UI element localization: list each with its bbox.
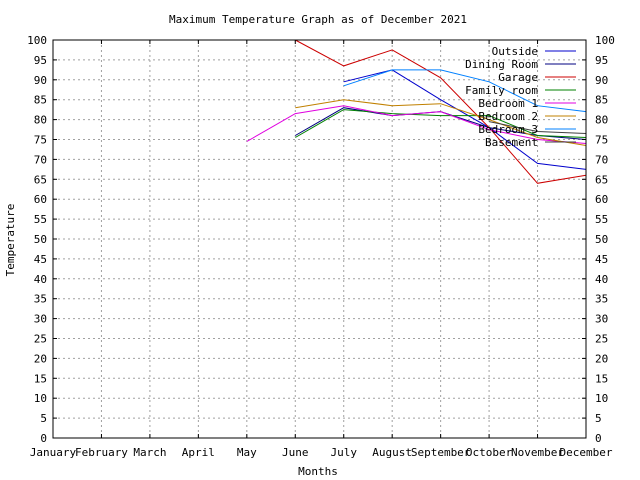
y-axis-label: Temperature [4,204,17,277]
legend-label-dining-room: Dining Room [465,58,538,71]
x-tick-label: June [282,446,309,459]
legend-label-garage: Garage [498,71,538,84]
grid-layer [53,40,586,438]
y-tick-label: 90 [34,74,47,87]
y-tick-label: 50 [34,233,47,246]
y-tick-label-right: 25 [595,333,608,346]
y-tick-label: 40 [34,273,47,286]
y-tick-label: 35 [34,293,47,306]
x-tick-label: May [237,446,257,459]
series-line-bedroom-3 [343,69,587,113]
y-tick-label: 65 [34,173,47,186]
y-tick-label: 15 [34,372,47,385]
series-line-bedroom-1 [246,105,587,144]
x-tick-label: December [560,446,613,459]
legend-label-bedroom-2: Bedroom 2 [478,110,538,123]
series-line-family-room [295,109,587,138]
series-line-bedroom-2 [295,99,587,146]
x-tick-label: February [75,446,128,459]
y-tick-label-right: 70 [595,153,608,166]
legend-label-outside: Outside [492,45,538,58]
y-tick-label-right: 90 [595,74,608,87]
legend-label-basement: Basement [485,136,538,149]
y-tick-label: 30 [34,313,47,326]
legend-label-family-room: Family room [465,84,538,97]
y-tick-label: 75 [34,134,47,147]
y-tick-label: 5 [40,412,47,425]
y-tick-label-right: 10 [595,392,608,405]
y-tick-label: 25 [34,333,47,346]
y-tick-label-right: 20 [595,352,608,365]
x-axis-label: Months [298,465,338,478]
y-tick-label-right: 35 [595,293,608,306]
y-tick-label-right: 80 [595,114,608,127]
y-tick-label-right: 60 [595,193,608,206]
y-tick-label-right: 75 [595,134,608,147]
x-tick-label: April [182,446,215,459]
y-tick-label: 80 [34,114,47,127]
y-tick-label-right: 65 [595,173,608,186]
y-tick-label: 10 [34,392,47,405]
y-tick-label-right: 95 [595,54,608,67]
x-tick-label: March [133,446,166,459]
y-tick-label-right: 55 [595,213,608,226]
chart-title: Maximum Temperature Graph as of December… [169,13,467,26]
y-tick-label-right: 50 [595,233,608,246]
series-layer [246,39,587,184]
x-tick-label: October [466,446,513,459]
legend-label-bedroom-1: Bedroom 1 [478,97,538,110]
y-tick-label-right: 45 [595,253,608,266]
y-tick-label-right: 85 [595,94,608,107]
series-line-garage [295,39,587,184]
legend-label-bedroom-3: Bedroom 3 [478,123,538,136]
y-tick-label-right: 0 [595,432,602,445]
y-tick-label: 85 [34,94,47,107]
y-tick-label-right: 100 [595,34,615,47]
y-tick-label: 55 [34,213,47,226]
y-tick-label: 0 [40,432,47,445]
y-tick-label: 95 [34,54,47,67]
x-tick-label: January [30,446,77,459]
x-tick-label: November [511,446,564,459]
y-tick-label: 70 [34,153,47,166]
y-tick-label-right: 15 [595,372,608,385]
series-line-outside [343,69,587,170]
y-tick-label: 60 [34,193,47,206]
x-tick-label: September [411,446,471,459]
y-tick-label-right: 40 [595,273,608,286]
y-tick-label-right: 5 [595,412,602,425]
series-line-basement [488,121,587,134]
x-tick-label: August [372,446,412,459]
y-tick-label: 45 [34,253,47,266]
y-tick-label: 20 [34,352,47,365]
y-tick-label-right: 30 [595,313,608,326]
y-tick-label: 100 [27,34,47,47]
x-tick-label: July [330,446,357,459]
